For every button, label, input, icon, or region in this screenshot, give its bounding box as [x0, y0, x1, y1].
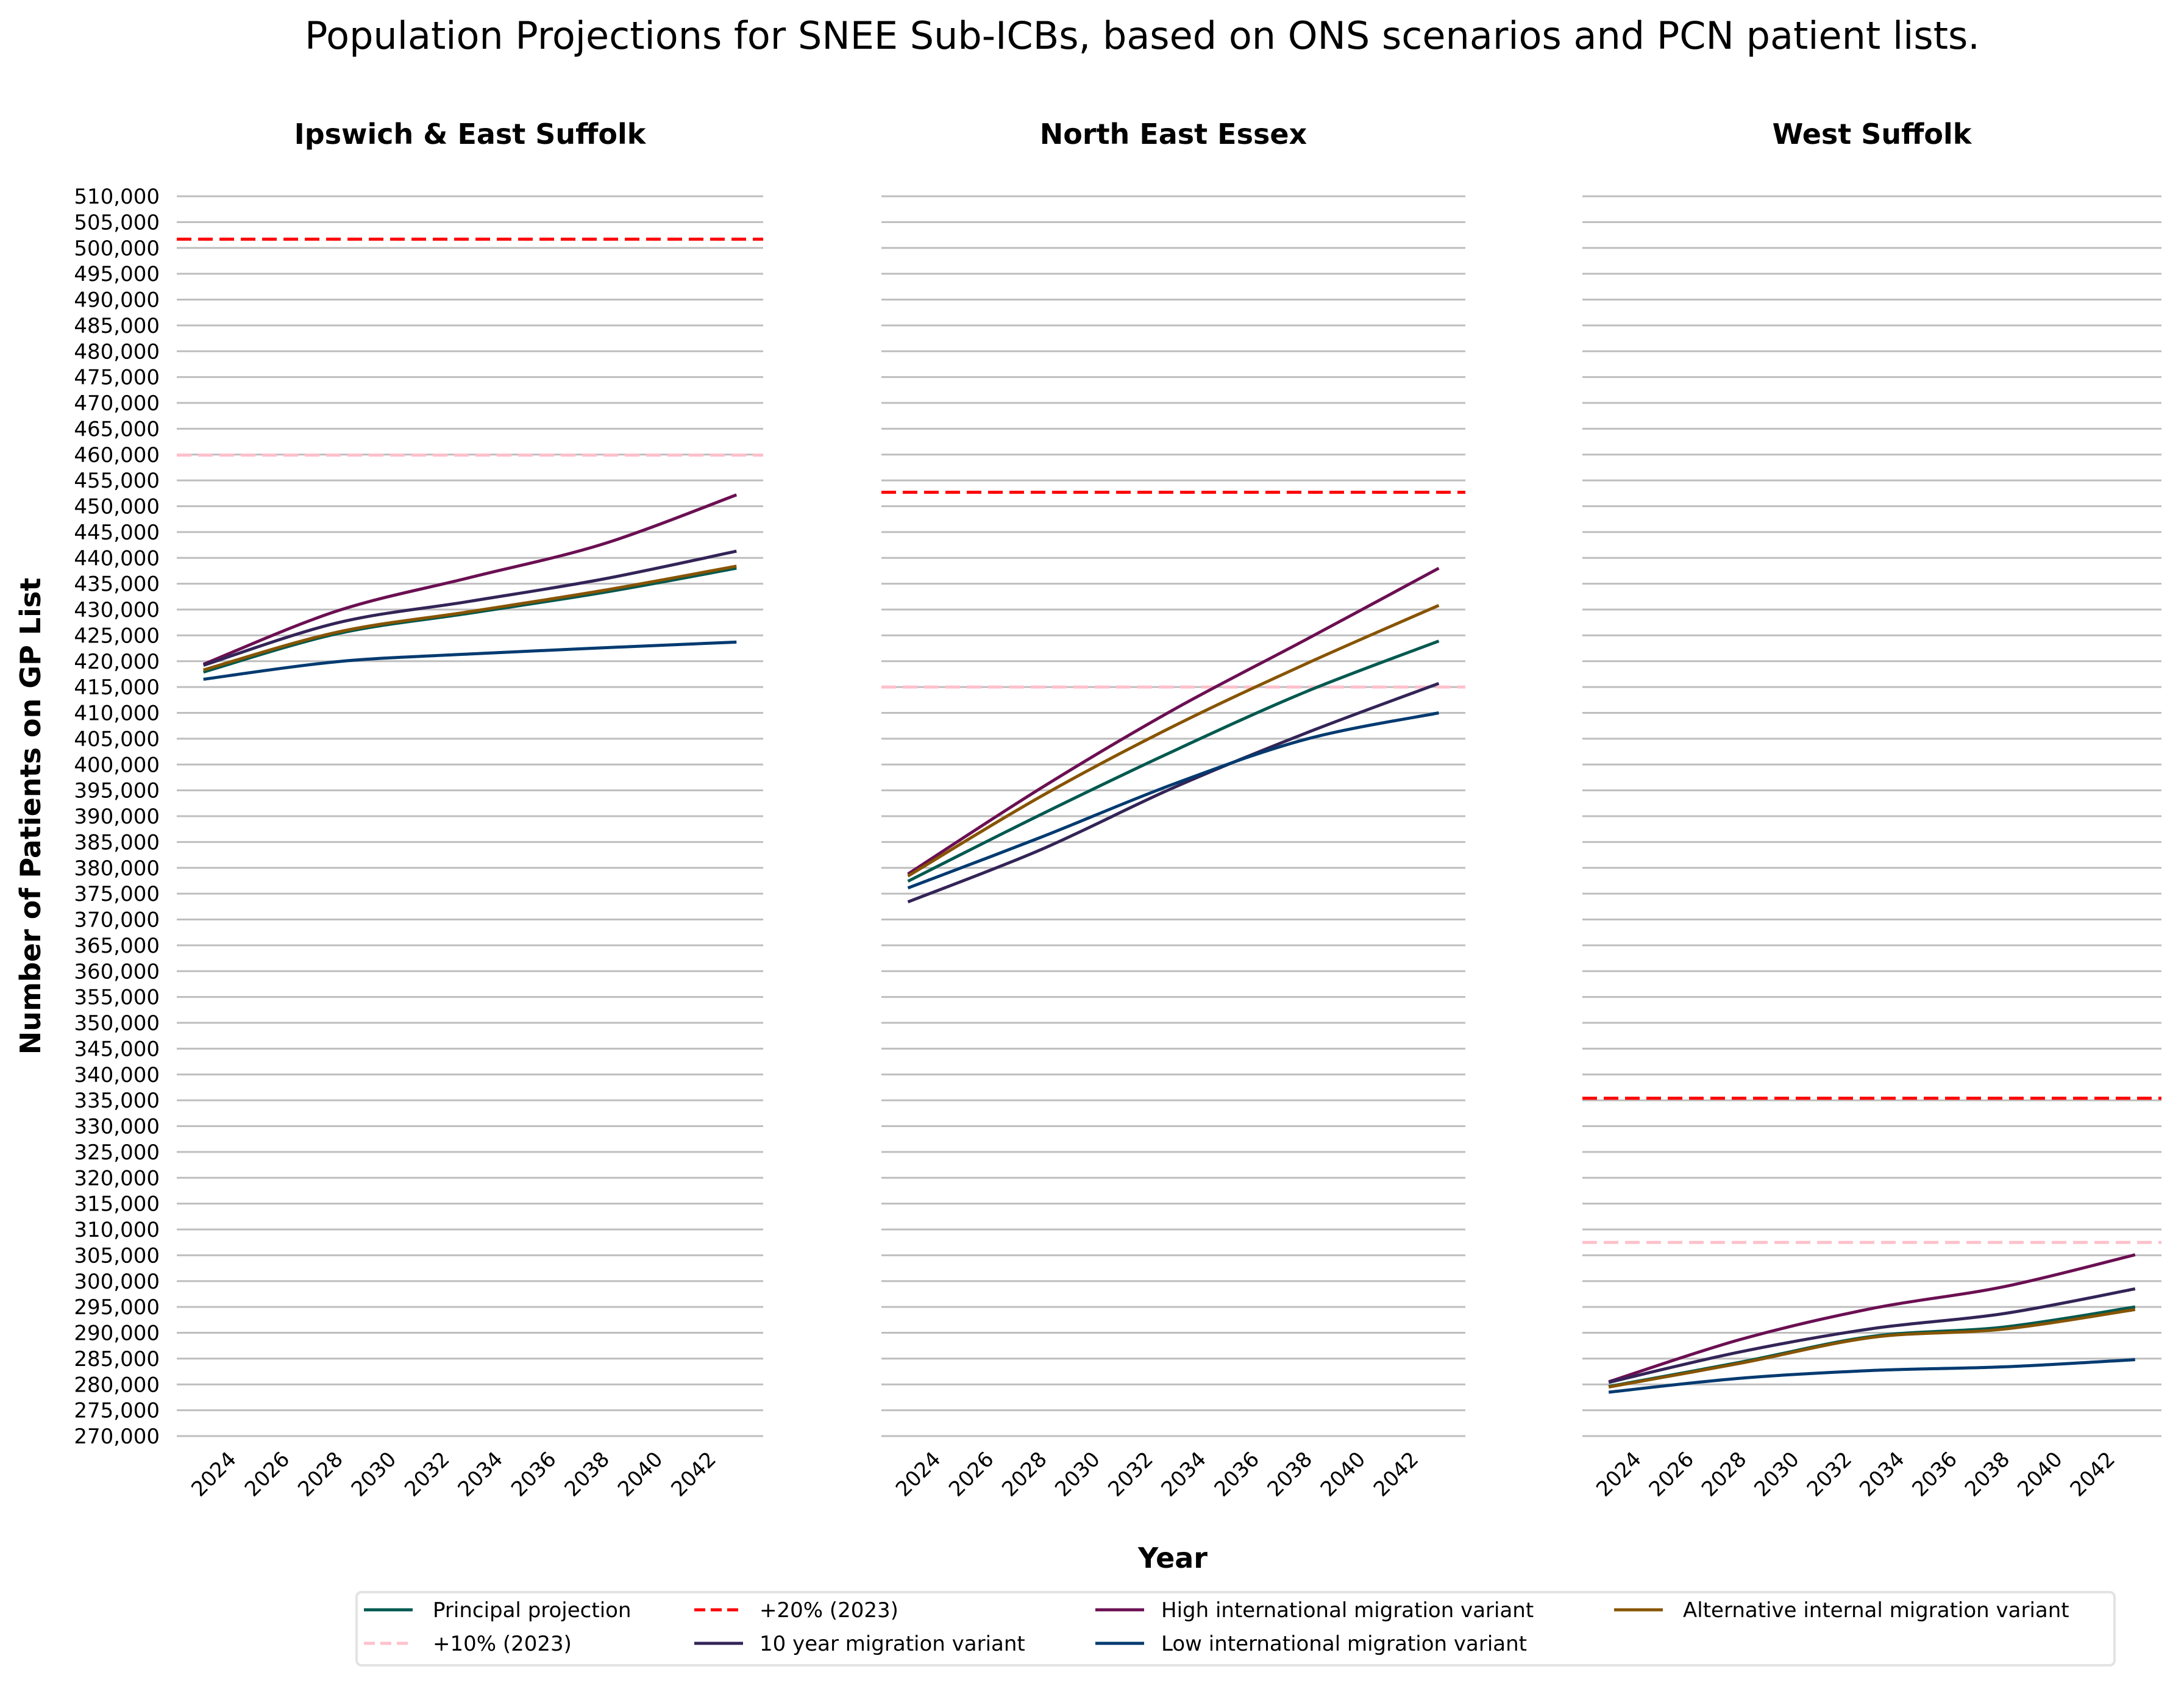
series-line-low: [203, 640, 737, 681]
series-line-tenyear: [202, 549, 737, 667]
series-line-principal: [203, 566, 737, 674]
y-tick-label: 480,000: [74, 340, 160, 364]
y-tick-label: 270,000: [74, 1425, 160, 1449]
legend-item-alt: Alternative internal migration variant: [1614, 1598, 2069, 1623]
legend-label: Low international migration variant: [1161, 1632, 1527, 1656]
y-tick-label: 275,000: [74, 1399, 160, 1423]
y-tick-label: 295,000: [74, 1295, 160, 1320]
panels: Ipswich & East Suffolk 270,000275,000280,…: [74, 118, 2161, 1502]
series-line-high: [1608, 1253, 2136, 1384]
y-tick-label: 420,000: [74, 650, 160, 674]
series-line-tenyear: [1608, 1287, 2136, 1384]
panel-title: West Suffolk: [1773, 118, 1972, 151]
y-tick-label: 390,000: [74, 805, 160, 829]
y-tick-label: 410,000: [74, 702, 160, 726]
y-tick-label: 395,000: [74, 779, 160, 803]
y-tick-label: 455,000: [74, 469, 160, 493]
y-tick-label: 330,000: [74, 1115, 160, 1139]
legend-item-low: Low international migration variant: [1095, 1632, 1527, 1656]
series-line-alt: [1608, 1307, 2136, 1389]
y-tick-label: 435,000: [74, 572, 160, 597]
y-tick-label: 365,000: [74, 934, 160, 958]
figure-title: Population Projections for SNEE Sub-ICBs…: [305, 13, 1980, 58]
legend-item-high: High international migration variant: [1095, 1598, 1534, 1623]
legend-label: Principal projection: [433, 1598, 631, 1623]
y-tick-label: 360,000: [74, 959, 160, 984]
y-tick-label: 310,000: [74, 1218, 160, 1242]
y-tick-label: 445,000: [74, 521, 160, 545]
y-tick-label: 375,000: [74, 882, 160, 906]
y-tick-label: 500,000: [74, 237, 160, 261]
series-line-principal: [907, 639, 1440, 883]
y-tick-label: 345,000: [74, 1037, 160, 1061]
y-tick-label: 440,000: [74, 546, 160, 571]
y-tick-label: 470,000: [74, 391, 160, 416]
y-tick-label: 475,000: [74, 366, 160, 390]
series-line-high: [907, 566, 1440, 876]
y-tick-label: 285,000: [74, 1347, 160, 1371]
y-tick-label: 415,000: [74, 675, 160, 700]
y-tick-label: 320,000: [74, 1166, 160, 1190]
y-axis-label: Number of Patients on GP List: [14, 578, 47, 1055]
y-tick-label: 450,000: [74, 495, 160, 519]
y-tick-label: 355,000: [74, 986, 160, 1010]
y-tick-label: 495,000: [74, 262, 160, 286]
y-tick-label: 380,000: [74, 856, 160, 881]
legend-label: +20% (2023): [759, 1598, 898, 1623]
legend-label: High international migration variant: [1161, 1598, 1534, 1623]
series-line-tenyear: [907, 681, 1440, 904]
panel-title: North East Essex: [1040, 118, 1307, 151]
y-tick-label: 325,000: [74, 1140, 160, 1165]
y-tick-label: 490,000: [74, 288, 160, 313]
legend-item-plus20: +20% (2023): [694, 1598, 898, 1623]
legend-label: 10 year migration variant: [759, 1632, 1025, 1656]
x-axis-label: Year: [1137, 1542, 1208, 1574]
series-line-high: [202, 493, 738, 666]
y-tick-label: 280,000: [74, 1373, 160, 1397]
y-tick-label: 300,000: [74, 1270, 160, 1294]
y-tick-label: 335,000: [74, 1089, 160, 1113]
legend-frame: [355, 1591, 2116, 1666]
y-tick-label: 465,000: [74, 417, 160, 441]
series-line-alt: [907, 603, 1440, 878]
legend: Principal projection +10% (2023) +20% (202…: [355, 1591, 2116, 1666]
y-tick-label: 340,000: [74, 1063, 160, 1087]
y-tick-label: 485,000: [74, 314, 160, 338]
legend-item-plus10: +10% (2023): [364, 1632, 572, 1656]
y-tick-label: 510,000: [74, 185, 160, 209]
y-tick-label: 370,000: [74, 908, 160, 933]
y-tick-label: 505,000: [74, 210, 160, 235]
legend-item-tenyear: 10 year migration variant: [694, 1632, 1025, 1656]
legend-label: Alternative internal migration variant: [1683, 1598, 2069, 1623]
y-tick-label: 315,000: [74, 1192, 160, 1217]
y-tick-label: 405,000: [74, 727, 160, 752]
series-line-alt: [203, 564, 737, 672]
y-tick-label: 460,000: [74, 443, 160, 468]
y-tick-label: 385,000: [74, 830, 160, 855]
legend-label: +10% (2023): [433, 1632, 572, 1656]
y-tick-label: 430,000: [74, 598, 160, 622]
y-tick-label: 290,000: [74, 1321, 160, 1346]
y-tick-label: 425,000: [74, 624, 160, 648]
legend-item-principal: Principal projection: [364, 1598, 631, 1623]
series-line-low: [907, 711, 1439, 890]
series-line-low: [1608, 1358, 2135, 1394]
y-tick-label: 400,000: [74, 753, 160, 777]
panel-title: Ipswich & East Suffolk: [294, 118, 647, 151]
y-tick-label: 350,000: [74, 1011, 160, 1036]
y-tick-label: 305,000: [74, 1243, 160, 1268]
